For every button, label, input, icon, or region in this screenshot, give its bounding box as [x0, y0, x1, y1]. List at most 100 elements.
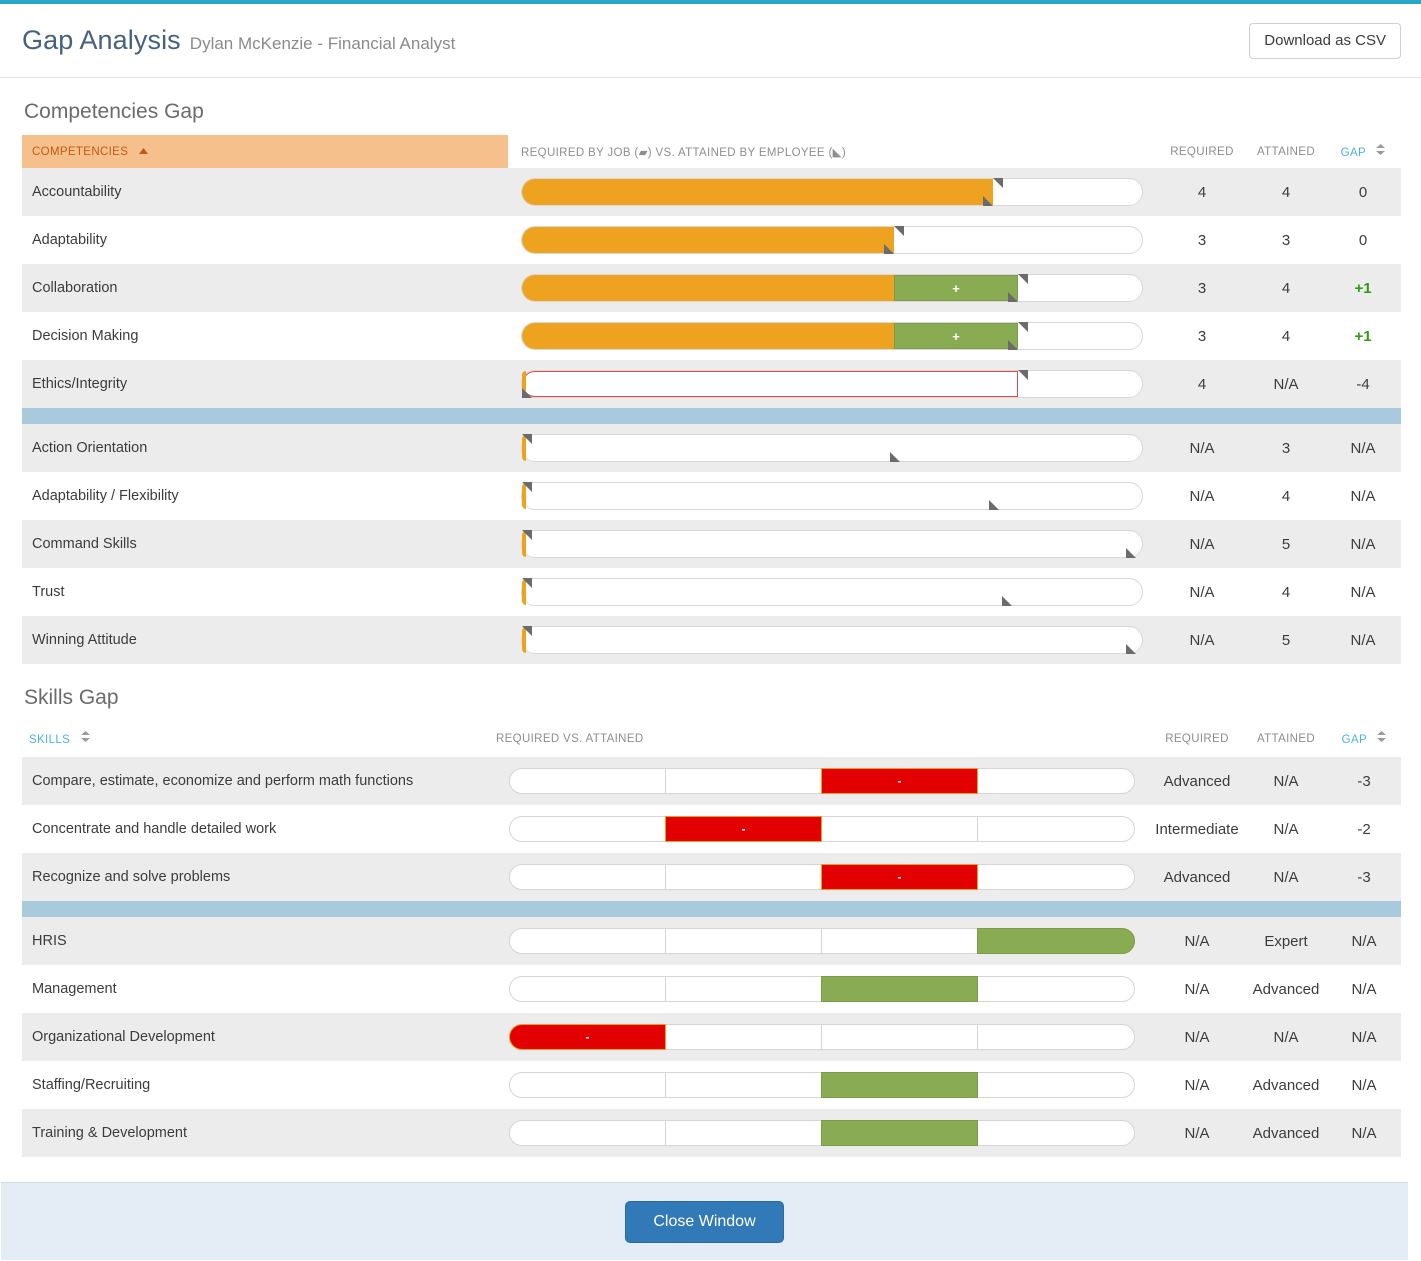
row-attained-value: Expert: [1245, 917, 1327, 965]
competencies-section: Competencies Gap COMPETENCIES REQUIRED B…: [0, 100, 1421, 664]
table-row: Command Skills N/A 5 N/A: [22, 520, 1401, 568]
attained-marker-icon: [1125, 548, 1136, 558]
competencies-table-body: Accountability 4 4 0 Adaptability 3 3 0 Collabor…: [22, 168, 1401, 664]
skill-bar-segment: [978, 865, 1134, 889]
col-competencies[interactable]: COMPETENCIES: [22, 135, 508, 168]
row-bar-cell: [496, 917, 1149, 965]
required-sliver: [522, 531, 526, 557]
attained-marker-icon: [983, 196, 994, 206]
row-attained-value: N/A: [1245, 853, 1327, 901]
row-required-value: 4: [1157, 168, 1247, 216]
row-attained-value: N/A: [1245, 1013, 1327, 1061]
required-sliver: [522, 435, 526, 461]
skill-bar: [509, 976, 1135, 1002]
row-bar-cell: [496, 1061, 1149, 1109]
required-sliver: [522, 371, 526, 397]
row-gap-value: -2: [1357, 820, 1371, 838]
skill-bar-segment: -: [821, 768, 978, 794]
table-row: Adaptability / Flexibility N/A 4 N/A: [22, 472, 1401, 520]
skill-bar-segment: [666, 865, 822, 889]
row-attained-value: 4: [1281, 327, 1291, 345]
row-required-value: N/A: [1184, 980, 1210, 998]
row-bar-cell: [508, 424, 1157, 472]
row-required-value: N/A: [1157, 520, 1247, 568]
attained-marker-icon: [884, 244, 894, 254]
competency-bar: [521, 370, 1143, 398]
col-attained: ATTAINED: [1257, 732, 1315, 745]
close-window-button[interactable]: Close Window: [625, 1200, 784, 1243]
row-required-value: N/A: [1157, 616, 1247, 664]
attained-fill: [821, 1120, 978, 1146]
row-bar-cell: [508, 568, 1157, 616]
competency-bar: +: [521, 322, 1143, 350]
row-label: Adaptability / Flexibility: [32, 488, 179, 504]
row-bar-cell: [496, 965, 1149, 1013]
required-fill: [522, 275, 894, 301]
row-label: HRIS: [22, 917, 496, 965]
row-attained-value: 3: [1247, 424, 1325, 472]
skill-bar: -: [509, 864, 1135, 890]
required-marker-icon: [1018, 274, 1028, 284]
col-skills[interactable]: SKILLS: [22, 721, 496, 757]
row-bar-cell: -: [496, 853, 1149, 901]
skill-bar-segment: -: [821, 864, 978, 890]
row-label: Trust: [32, 584, 65, 600]
sort-both-icon: [1376, 144, 1386, 158]
skill-bar-segment: [666, 929, 822, 953]
skill-bar-segment: [978, 1073, 1134, 1097]
surplus-fill: +: [894, 275, 1018, 301]
row-label: Command Skills: [22, 520, 508, 568]
skills-table: SKILLS REQUIRED VS. ATTAINED REQUIRED AT…: [22, 721, 1401, 1157]
skill-bar: [509, 1072, 1135, 1098]
deficit-fill: -: [665, 816, 822, 842]
row-attained-value: Advanced: [1252, 980, 1320, 998]
row-label: Compare, estimate, economize and perform…: [22, 757, 496, 805]
section-separator-bar: [22, 901, 1401, 917]
skill-bar-segment: [666, 769, 822, 793]
sort-asc-icon: [138, 145, 148, 157]
attained-marker-icon: [989, 500, 1000, 510]
skill-bar-segment: [978, 1025, 1134, 1049]
col-required: REQUIRED: [1170, 145, 1234, 158]
row-gap-value: N/A: [1350, 583, 1376, 601]
competency-bar: [521, 434, 1143, 462]
row-label: Collaboration: [22, 264, 508, 312]
skill-bar-segment: [666, 1121, 822, 1145]
row-bar-cell: [508, 168, 1157, 216]
row-gap-value: +1: [1325, 264, 1401, 312]
attained-marker-icon: [1125, 644, 1136, 654]
deficit-fill: -: [509, 1024, 666, 1050]
download-csv-button[interactable]: Download as CSV: [1249, 22, 1401, 59]
row-required-value: Intermediate: [1155, 820, 1239, 838]
col-gap[interactable]: GAP: [1325, 135, 1401, 168]
required-marker-icon: [522, 434, 532, 444]
competency-bar: [521, 626, 1143, 654]
row-gap-value: +1: [1354, 327, 1372, 345]
row-gap-value: N/A: [1351, 1076, 1377, 1094]
skill-bar: -: [509, 816, 1135, 842]
required-sliver: [522, 579, 526, 605]
row-required-value: Advanced: [1149, 757, 1245, 805]
col-competencies-label: COMPETENCIES: [32, 146, 129, 158]
row-required-value: N/A: [1149, 1109, 1245, 1157]
row-label: Staffing/Recruiting: [32, 1077, 151, 1093]
row-required-value: 4: [1157, 360, 1247, 408]
row-gap-value: N/A: [1325, 520, 1401, 568]
competencies-table-header: COMPETENCIES REQUIRED BY JOB (▰) VS. ATT…: [22, 135, 1401, 168]
row-attained-value: Advanced: [1245, 1109, 1327, 1157]
col-gap[interactable]: GAP: [1327, 721, 1401, 757]
section-separator-bar: [22, 408, 1401, 424]
row-gap-value: N/A: [1350, 487, 1376, 505]
required-marker-icon: [522, 530, 532, 540]
table-row: Collaboration +3 4 +1: [22, 264, 1401, 312]
attained-marker-icon: [1008, 340, 1018, 350]
row-gap-value: N/A: [1325, 424, 1401, 472]
row-required-value: N/A: [1149, 917, 1245, 965]
deficit-outline: [522, 371, 1018, 397]
row-gap-value: N/A: [1351, 980, 1377, 998]
row-bar-cell: -: [496, 757, 1149, 805]
surplus-fill: +: [894, 323, 1018, 349]
skills-table-header: SKILLS REQUIRED VS. ATTAINED REQUIRED AT…: [22, 721, 1401, 757]
row-label: Organizational Development: [22, 1013, 496, 1061]
